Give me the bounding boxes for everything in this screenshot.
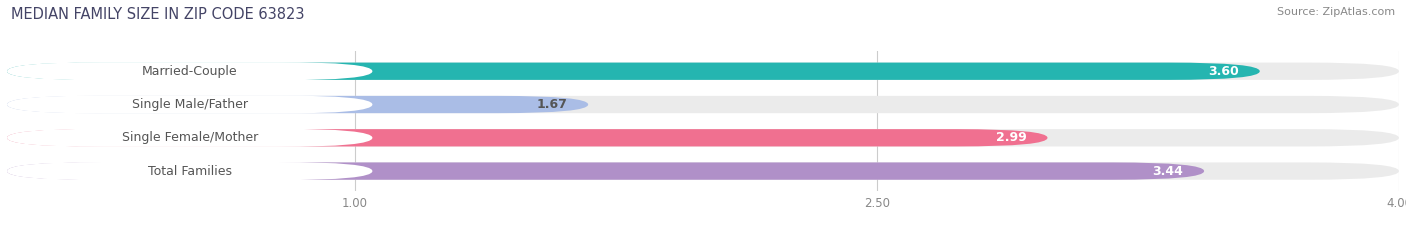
FancyBboxPatch shape	[7, 162, 1399, 180]
Text: 3.44: 3.44	[1153, 164, 1184, 178]
Text: Total Families: Total Families	[148, 164, 232, 178]
Text: Single Female/Mother: Single Female/Mother	[121, 131, 257, 144]
Text: Married-Couple: Married-Couple	[142, 65, 238, 78]
Text: Single Male/Father: Single Male/Father	[132, 98, 247, 111]
Text: MEDIAN FAMILY SIZE IN ZIP CODE 63823: MEDIAN FAMILY SIZE IN ZIP CODE 63823	[11, 7, 305, 22]
FancyBboxPatch shape	[7, 63, 1399, 80]
FancyBboxPatch shape	[7, 129, 373, 147]
FancyBboxPatch shape	[7, 96, 373, 114]
FancyBboxPatch shape	[7, 162, 1204, 180]
Text: 1.67: 1.67	[537, 98, 567, 111]
Text: 2.99: 2.99	[995, 131, 1026, 144]
Text: Source: ZipAtlas.com: Source: ZipAtlas.com	[1277, 7, 1395, 17]
FancyBboxPatch shape	[7, 62, 373, 80]
FancyBboxPatch shape	[7, 129, 1399, 147]
FancyBboxPatch shape	[7, 162, 373, 180]
FancyBboxPatch shape	[7, 96, 588, 113]
Text: 3.60: 3.60	[1208, 65, 1239, 78]
FancyBboxPatch shape	[7, 63, 1260, 80]
FancyBboxPatch shape	[7, 129, 1047, 147]
FancyBboxPatch shape	[7, 96, 1399, 113]
